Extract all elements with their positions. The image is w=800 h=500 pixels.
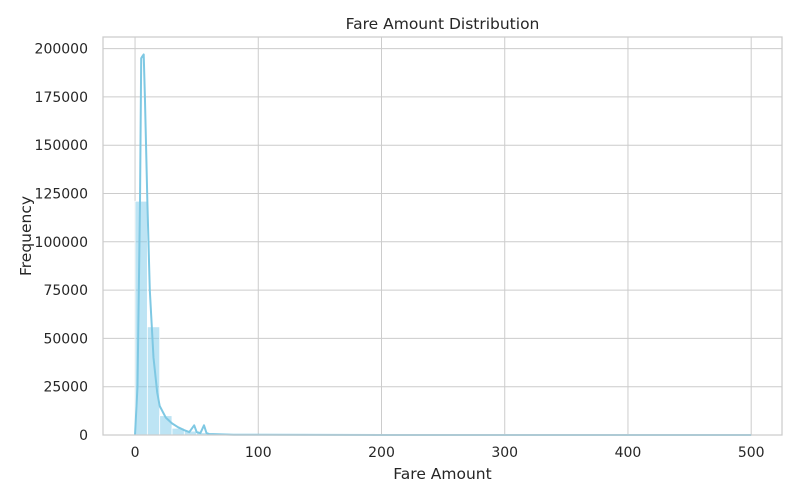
y-tick-label: 75000 [43,283,88,299]
y-axis-label: Frequency [17,196,35,276]
y-tick-label: 0 [79,428,88,444]
y-tick-label: 25000 [43,380,88,396]
grid-lines [103,37,782,436]
x-tick-label: 0 [131,445,140,461]
y-tick-label: 125000 [35,186,88,202]
histogram-bars [134,200,259,436]
x-tick-label: 100 [245,445,272,461]
y-tick-label: 50000 [43,331,88,347]
x-tick-label: 200 [368,445,395,461]
y-tick-label: 175000 [35,90,88,106]
tick-labels: 0 100 200 300 400 500 0 25000 50000 75000 100000 12… [35,42,765,461]
plot-frame [102,36,783,436]
y-tick-label: 200000 [35,42,88,58]
x-tick-label: 300 [491,445,518,461]
kde-curve-layer [134,53,752,436]
chart-title: Fare Amount Distribution [346,15,540,33]
x-tick-label: 400 [615,445,642,461]
x-axis-label: Fare Amount [393,465,491,483]
y-tick-label: 150000 [35,138,88,154]
x-tick-label: 500 [738,445,765,461]
y-tick-label: 100000 [35,235,88,251]
kde-curve [134,53,752,436]
